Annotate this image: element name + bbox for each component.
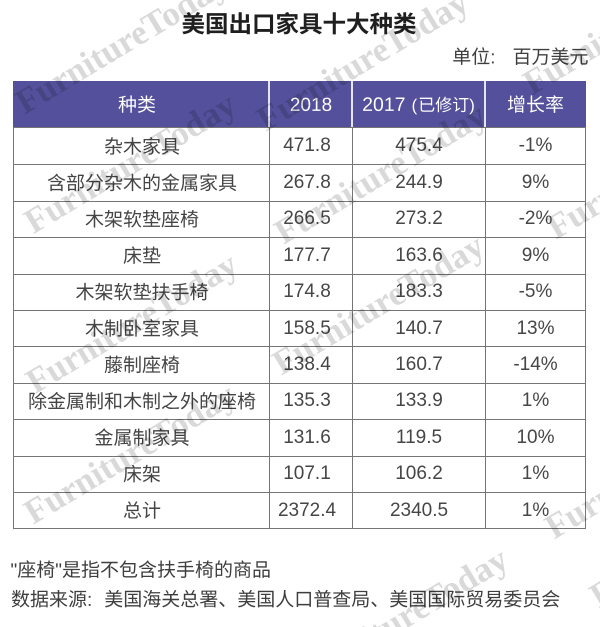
svg-text:FurnitureToday: FurnitureToday <box>290 539 516 627</box>
